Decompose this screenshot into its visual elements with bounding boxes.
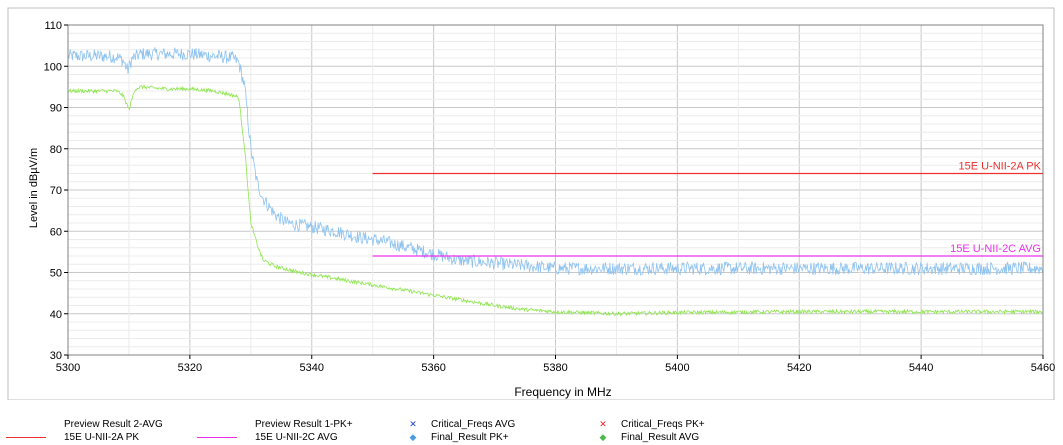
y-tick-label: 80 [50,144,62,156]
chart-frame [7,7,1055,400]
y-tick-label: 60 [50,226,62,238]
y-tick-label: 100 [44,61,62,73]
legend-label: Critical_Freqs PK+ [621,419,705,430]
limit-label: 15E U-NII-2A PK [958,161,1041,173]
x-tick-label: 5340 [300,362,324,374]
y-axis-label: Level in dBµV/m [28,148,40,228]
x-marker-icon: ✕ [599,419,607,429]
x-tick-label: 5320 [178,362,202,374]
limit-label: 15E U-NII-2C AVG [950,243,1041,255]
diamond-marker-icon: ◆ [409,432,417,442]
y-tick-label: 40 [50,309,62,321]
legend-label: Final_Result PK+ [431,432,509,443]
grid-lines [67,24,1044,356]
x-tick-label: 5440 [909,362,933,374]
x-tick-label: 5400 [665,362,689,374]
legend-line-swatch [6,437,46,438]
legend-label: 15E U-NII-2A PK [64,432,140,443]
legend-line-swatch [197,437,237,438]
axes: 5300 5320 5340 5360 5380 5400 5420 5440 5460 30 40… [44,20,1056,374]
diamond-marker-icon: ◆ [599,432,607,442]
x-axis-label: Frequency in MHz [514,385,611,399]
x-tick-label: 5420 [787,362,811,374]
y-tick-label: 30 [50,350,62,362]
series-line [67,47,1044,277]
y-tick-label: 70 [50,185,62,197]
y-tick-label: 90 [50,103,62,115]
x-tick-label: 5380 [543,362,567,374]
x-tick-label: 5360 [421,362,445,374]
legend-label: Preview Result 2-AVG [64,419,163,430]
emc-chart: 5300 5320 5340 5360 5380 5400 5420 5440 5460 30 40… [7,7,1056,400]
x-tick-label: 5300 [56,362,80,374]
x-marker-icon: ✕ [409,419,417,429]
y-tick-label: 110 [44,20,62,32]
series-line [67,84,1043,317]
legend-label: Preview Result 1-PK+ [255,419,353,430]
data-series [67,47,1044,317]
legend-label: 15E U-NII-2C AVG [255,432,338,443]
legend-label: Critical_Freqs AVG [431,419,516,430]
limit-labels: 15E U-NII-2A PK 15E U-NII-2C AVG [950,161,1042,256]
x-tick-label: 5460 [1031,362,1055,374]
y-tick-label: 50 [50,268,62,280]
legend-label: Final_Result AVG [621,432,700,443]
